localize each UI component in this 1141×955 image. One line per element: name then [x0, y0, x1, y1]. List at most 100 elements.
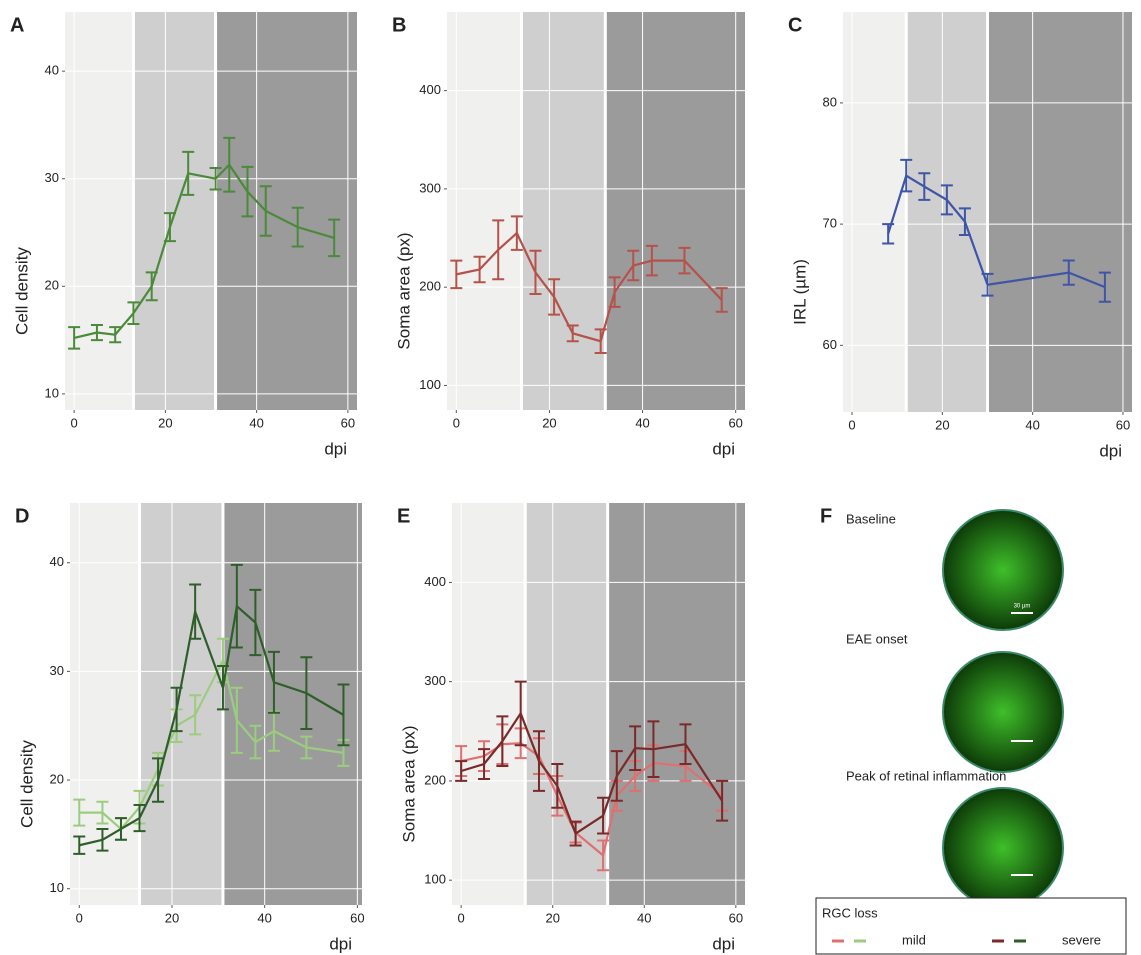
y-tick-label: 60	[823, 337, 837, 352]
error-bar	[900, 158, 913, 193]
error-bar	[68, 326, 81, 350]
error-bar	[241, 165, 254, 218]
y-tick-label: 300	[419, 180, 441, 195]
x-tick-label: 40	[635, 415, 649, 430]
legend-box	[815, 897, 1127, 955]
x-tick-label: 20	[545, 910, 559, 925]
phase-region	[215, 12, 357, 410]
error-bar	[189, 694, 202, 736]
x-tick-label: 40	[257, 910, 271, 925]
error-bar	[127, 301, 140, 325]
y-tick-label: 70	[823, 216, 837, 231]
image-label: Baseline	[846, 511, 896, 526]
legend-label: mild	[902, 932, 926, 947]
phase-region	[605, 12, 745, 410]
phase-region	[607, 503, 745, 905]
error-bar	[450, 259, 463, 290]
error-bar	[300, 735, 313, 760]
x-tick-label: 0	[453, 415, 460, 430]
error-bar	[548, 278, 561, 316]
series-line	[887, 173, 1106, 289]
error-bar	[90, 324, 103, 342]
error-bar	[629, 725, 642, 772]
y-tick-label: 30	[50, 663, 64, 678]
error-bar	[551, 763, 564, 809]
retina-image	[942, 509, 1064, 631]
legend-label: severe	[1062, 932, 1101, 947]
error-bar	[267, 650, 280, 714]
error-bar	[940, 184, 953, 216]
panel-letter: F	[820, 505, 832, 527]
error-bar	[291, 206, 304, 248]
x-axis-label: dpi	[712, 439, 735, 458]
x-tick-label: 20	[165, 910, 179, 925]
error-bar	[109, 326, 122, 344]
y-tick-label: 100	[424, 872, 446, 887]
x-tick-label: 60	[729, 910, 743, 925]
y-tick-label: 400	[424, 574, 446, 589]
phase-region	[65, 12, 134, 410]
error-bar	[679, 723, 692, 766]
error-bar	[478, 748, 491, 780]
phase-region	[222, 503, 362, 905]
error-bar	[1062, 259, 1075, 286]
x-tick-label: 40	[1025, 417, 1039, 432]
error-bar	[532, 730, 545, 792]
y-tick-label: 40	[45, 63, 59, 78]
error-bar	[455, 760, 468, 782]
x-axis-label: dpi	[329, 934, 352, 953]
error-bar	[249, 588, 262, 657]
y-axis-label: Soma area (px)	[399, 725, 418, 842]
error-bar	[496, 715, 509, 768]
error-bar	[958, 207, 971, 237]
retina-image	[942, 651, 1064, 773]
error-bar	[152, 757, 165, 803]
error-bar	[597, 796, 610, 835]
error-bar	[114, 817, 127, 841]
panel-letter: E	[397, 505, 410, 527]
y-tick-label: 10	[45, 385, 59, 400]
y-tick-label: 100	[419, 377, 441, 392]
y-tick-label: 300	[424, 673, 446, 688]
y-tick-label: 80	[823, 94, 837, 109]
error-bar	[594, 328, 607, 355]
image-label: Peak of retinal inflammation	[846, 768, 1006, 783]
error-bar	[569, 820, 582, 847]
scale-label: 30 µm	[1014, 604, 1031, 610]
x-tick-label: 0	[848, 417, 855, 432]
error-bar	[473, 255, 486, 284]
error-bar	[328, 218, 341, 258]
error-bar	[647, 720, 660, 778]
phase-region	[525, 503, 608, 905]
error-bar	[73, 835, 86, 855]
panel-letter: B	[392, 14, 406, 36]
y-tick-label: 40	[50, 554, 64, 569]
error-bar	[259, 185, 272, 237]
y-axis-label: Soma area (px)	[394, 232, 413, 349]
error-bar	[170, 686, 183, 733]
error-bar	[610, 750, 623, 802]
phase-region	[139, 503, 223, 905]
x-tick-label: 0	[76, 910, 83, 925]
y-axis-label: IRL (µm)	[790, 259, 809, 325]
x-tick-label: 60	[728, 415, 742, 430]
y-axis-label: Cell density	[17, 740, 36, 828]
error-bar	[145, 271, 158, 302]
x-tick-label: 0	[71, 415, 78, 430]
x-tick-label: 20	[542, 415, 556, 430]
panel-f: F Baseline 30 µm EAE onset Peak of retin…	[815, 505, 1127, 955]
retina-image	[942, 787, 1064, 909]
error-bar	[163, 212, 176, 243]
y-axis-label: Cell density	[12, 247, 31, 335]
error-bar	[189, 583, 202, 640]
error-bar	[566, 324, 579, 343]
x-axis-label: dpi	[712, 934, 735, 953]
x-tick-label: 40	[249, 415, 263, 430]
x-tick-label: 20	[158, 415, 172, 430]
phase-region	[452, 503, 526, 905]
error-bar	[514, 680, 527, 747]
image-label: EAE onset	[846, 631, 908, 646]
